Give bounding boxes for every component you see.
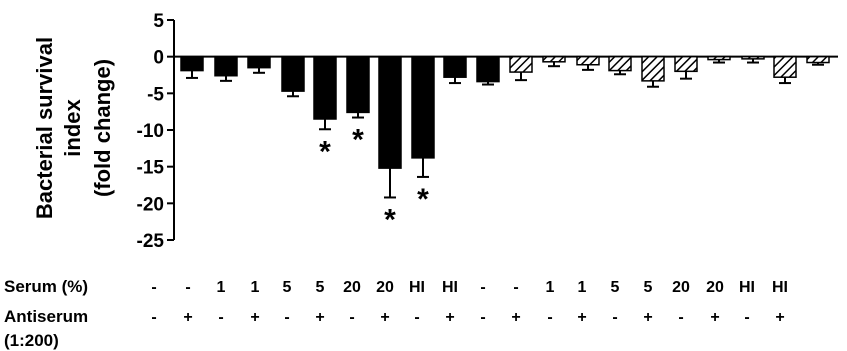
condition-cell: 5 <box>644 279 653 296</box>
bar <box>773 55 797 78</box>
bar <box>281 55 305 92</box>
condition-cell: - <box>480 309 485 326</box>
condition-cell: 1 <box>546 279 555 296</box>
bar <box>674 55 698 73</box>
condition-cell: 20 <box>672 279 690 296</box>
significance-marker: * <box>384 203 396 236</box>
bar <box>180 55 204 72</box>
condition-cell: + <box>445 309 454 326</box>
condition-cell: 20 <box>376 279 394 296</box>
condition-cell: 1 <box>578 279 587 296</box>
bar <box>806 55 830 64</box>
bar <box>346 55 370 114</box>
condition-cell: + <box>315 309 324 326</box>
bar <box>509 55 533 73</box>
condition-cell: HI <box>442 279 458 296</box>
condition-cell: - <box>151 279 156 296</box>
bar <box>247 55 271 69</box>
bar <box>443 55 467 78</box>
bar <box>214 55 238 77</box>
condition-cell: HI <box>772 279 788 296</box>
condition-cell: + <box>577 309 586 326</box>
condition-cell: + <box>643 309 652 326</box>
condition-cell: - <box>414 309 419 326</box>
row-label-continued: (1:200) <box>4 331 59 350</box>
condition-cell: - <box>678 309 683 326</box>
bar <box>378 55 402 169</box>
bar <box>542 55 566 63</box>
bar <box>576 55 600 66</box>
y-axis-title-line-2: index <box>60 99 85 157</box>
y-axis-title: Bacterial survival index (fold change) <box>32 37 115 219</box>
y-axis: 5 0 -5 -10 -15 -20 -25 <box>137 11 838 252</box>
condition-cell: + <box>183 309 192 326</box>
row-label: Antiserum <box>4 307 88 326</box>
significance-marker: * <box>352 124 364 157</box>
condition-cell: HI <box>739 279 755 296</box>
condition-cell: 5 <box>611 279 620 296</box>
y-tick-label: -20 <box>137 194 164 215</box>
condition-cell: 1 <box>217 279 226 296</box>
bar <box>411 55 435 159</box>
condition-cell: - <box>284 309 289 326</box>
condition-cell: 1 <box>251 279 260 296</box>
condition-cell: - <box>513 279 518 296</box>
condition-cell: + <box>380 309 389 326</box>
condition-cell: - <box>218 309 223 326</box>
y-axis-title-line-1: Bacterial survival <box>32 37 57 219</box>
bar <box>313 55 337 120</box>
bar <box>741 55 765 60</box>
row-label: Serum (%) <box>4 277 88 296</box>
bar <box>608 55 632 72</box>
condition-cell: - <box>612 309 617 326</box>
bar <box>641 55 665 82</box>
condition-cell: 20 <box>706 279 724 296</box>
significance-marker: * <box>319 135 331 168</box>
condition-cell: - <box>151 309 156 326</box>
y-tick-label: 0 <box>153 48 164 69</box>
bar <box>707 55 731 61</box>
condition-cell: 5 <box>316 279 325 296</box>
y-tick-label: -25 <box>137 231 165 252</box>
bar <box>476 55 500 83</box>
y-tick-label: -5 <box>147 84 164 105</box>
condition-cell: 5 <box>283 279 292 296</box>
condition-cell: - <box>349 309 354 326</box>
condition-cell: - <box>480 279 485 296</box>
bars: * * * * <box>180 55 830 236</box>
y-tick-label: -15 <box>137 158 165 179</box>
condition-cell: + <box>250 309 259 326</box>
condition-cell: + <box>511 309 520 326</box>
condition-cell: HI <box>409 279 425 296</box>
condition-cell: - <box>744 309 749 326</box>
significance-marker: * <box>417 183 429 216</box>
condition-table: Serum (%) - - 1 1 5 5 20 20 HI HI - - 1 1 5 5 20 20 HI HI Ant… <box>4 277 788 350</box>
condition-cell: - <box>547 309 552 326</box>
condition-cell: + <box>710 309 719 326</box>
y-tick-label: 5 <box>153 11 164 32</box>
condition-cell: - <box>185 279 190 296</box>
condition-cell: 20 <box>343 279 361 296</box>
y-axis-title-line-3: (fold change) <box>90 59 115 197</box>
condition-cell: + <box>775 309 784 326</box>
y-tick-label: -10 <box>137 121 164 142</box>
